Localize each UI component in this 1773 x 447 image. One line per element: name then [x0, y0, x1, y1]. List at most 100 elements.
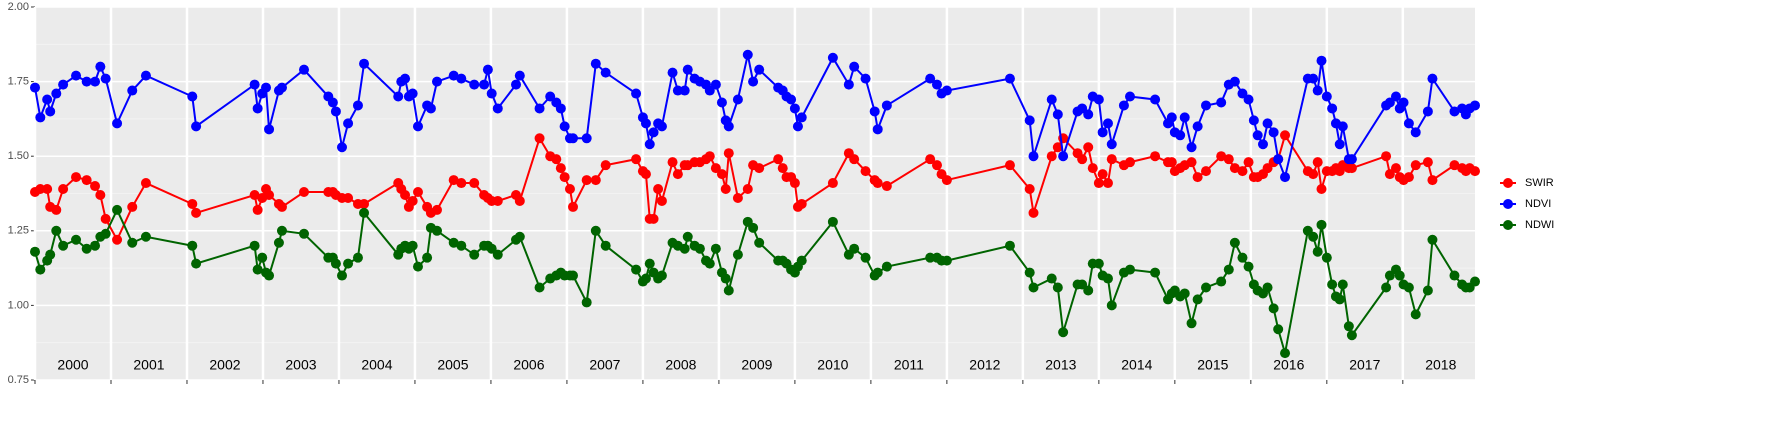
data-point: [600, 160, 611, 171]
data-point: [45, 249, 56, 260]
data-point: [682, 231, 693, 242]
x-tick-label: 2006: [513, 357, 544, 373]
data-point: [330, 258, 341, 269]
data-point: [422, 252, 433, 263]
data-point: [1321, 91, 1332, 102]
data-point: [1273, 324, 1284, 335]
data-point: [51, 225, 62, 236]
data-point: [849, 243, 860, 254]
data-point: [276, 82, 287, 93]
data-point: [35, 184, 46, 195]
data-point: [1102, 178, 1113, 189]
data-point: [51, 204, 62, 215]
data-point: [1337, 279, 1348, 290]
data-point: [448, 237, 459, 248]
data-point: [486, 88, 497, 99]
data-point: [456, 73, 467, 84]
data-point: [127, 201, 138, 212]
data-point: [1403, 172, 1414, 183]
data-point: [299, 64, 310, 75]
data-point: [127, 85, 138, 96]
data-point: [1268, 127, 1279, 138]
data-point: [1097, 127, 1108, 138]
data-point: [343, 118, 354, 129]
data-point: [564, 184, 575, 195]
data-point: [264, 124, 275, 135]
data-point: [941, 255, 952, 266]
data-point: [590, 58, 601, 69]
y-tick-label: 1.25: [8, 225, 29, 237]
data-point: [551, 154, 562, 165]
data-point: [1243, 94, 1254, 105]
data-point: [786, 94, 797, 105]
data-point: [352, 100, 363, 111]
data-point: [456, 178, 467, 189]
data-point: [590, 175, 601, 186]
data-point: [1229, 76, 1240, 87]
x-tick-label: 2000: [57, 357, 88, 373]
data-point: [1327, 103, 1338, 114]
data-point: [1316, 219, 1327, 230]
data-point: [1252, 130, 1263, 141]
data-point: [1229, 237, 1240, 248]
data-point: [71, 70, 82, 81]
data-point: [90, 181, 101, 192]
data-point: [1179, 288, 1190, 299]
legend-label: NDVI: [1525, 198, 1551, 210]
data-point: [412, 121, 423, 132]
data-point: [1028, 151, 1039, 162]
data-point: [191, 258, 202, 269]
data-point: [792, 121, 803, 132]
data-point: [359, 58, 370, 69]
data-point: [1410, 309, 1421, 320]
data-point: [860, 252, 871, 263]
data-point: [789, 103, 800, 114]
data-point: [1280, 130, 1291, 141]
data-point: [723, 285, 734, 296]
data-point: [1229, 163, 1240, 174]
data-point: [1186, 142, 1197, 153]
data-point: [1028, 207, 1039, 218]
data-point: [710, 79, 721, 90]
data-point: [1321, 252, 1332, 263]
data-point: [1118, 100, 1129, 111]
data-point: [732, 249, 743, 260]
data-point: [789, 178, 800, 189]
data-point: [732, 94, 743, 105]
data-point: [1192, 172, 1203, 183]
data-point: [1175, 130, 1186, 141]
data-point: [1192, 121, 1203, 132]
data-point: [881, 181, 892, 192]
data-point: [1273, 154, 1284, 165]
data-point: [492, 103, 503, 114]
data-point: [264, 270, 275, 281]
data-point: [1280, 348, 1291, 359]
data-point: [653, 184, 664, 195]
data-point: [534, 103, 545, 114]
legend-label: SWIR: [1525, 177, 1554, 189]
data-point: [1150, 267, 1161, 278]
data-point: [343, 192, 354, 203]
data-point: [1248, 115, 1259, 126]
data-point: [1093, 178, 1104, 189]
data-point: [667, 157, 678, 168]
data-point: [257, 252, 268, 263]
data-point: [431, 225, 442, 236]
data-point: [1083, 109, 1094, 120]
data-point: [1004, 240, 1015, 251]
data-point: [100, 213, 111, 224]
data-point: [1422, 106, 1433, 117]
data-point: [555, 103, 566, 114]
data-point: [1216, 97, 1227, 108]
data-point: [514, 231, 525, 242]
data-point: [400, 73, 411, 84]
data-point: [1150, 151, 1161, 162]
data-point: [600, 67, 611, 78]
data-point: [796, 112, 807, 123]
data-point: [1346, 163, 1357, 174]
x-tick-label: 2004: [361, 357, 392, 373]
data-point: [679, 243, 690, 254]
x-tick-label: 2001: [133, 357, 164, 373]
data-point: [1422, 157, 1433, 168]
